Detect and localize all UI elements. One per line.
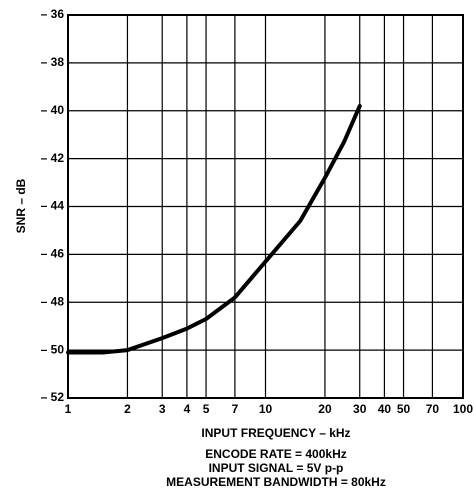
y-tick-label: – 38 — [41, 55, 65, 69]
annotation: ENCODE RATE = 400kHz — [205, 447, 347, 461]
y-tick-label: – 50 — [41, 342, 65, 356]
plot-frame — [67, 14, 464, 399]
x-tick-label: 5 — [203, 402, 210, 416]
y-tick-label: – 40 — [41, 103, 65, 117]
y-tick-label: – 48 — [41, 294, 65, 308]
x-tick-label: 70 — [426, 402, 440, 416]
y-tick-label: – 46 — [41, 247, 65, 261]
annotation: INPUT SIGNAL = 5V p-p — [209, 461, 344, 475]
x-tick-label: 7 — [232, 402, 239, 416]
x-tick-label: 30 — [353, 402, 367, 416]
x-tick-label: 100 — [453, 402, 473, 416]
y-tick-label: – 52 — [41, 390, 65, 404]
x-tick-label: 20 — [318, 402, 332, 416]
x-tick-label: 50 — [397, 402, 411, 416]
x-tick-label: 2 — [124, 402, 131, 416]
y-axis-label: SNR – dB — [14, 178, 28, 233]
x-tick-label: 1 — [65, 402, 72, 416]
y-tick-label: – 42 — [41, 151, 65, 165]
annotation: MEASUREMENT BANDWIDTH = 80kHz — [166, 475, 386, 489]
y-tick-label: – 44 — [41, 199, 65, 213]
x-tick-label: 4 — [184, 402, 191, 416]
x-axis-label: INPUT FREQUENCY – kHz — [201, 426, 350, 440]
data-line — [66, 103, 362, 355]
x-tick-label: 40 — [378, 402, 392, 416]
x-tick-label: 3 — [159, 402, 166, 416]
y-tick-label: – 36 — [41, 7, 65, 21]
x-tick-label: 10 — [259, 402, 273, 416]
